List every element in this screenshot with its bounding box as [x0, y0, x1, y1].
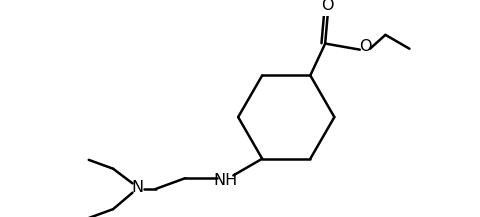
Text: O: O	[359, 39, 372, 54]
Text: N: N	[131, 180, 143, 195]
Text: O: O	[322, 0, 334, 13]
Text: NH: NH	[214, 173, 238, 187]
